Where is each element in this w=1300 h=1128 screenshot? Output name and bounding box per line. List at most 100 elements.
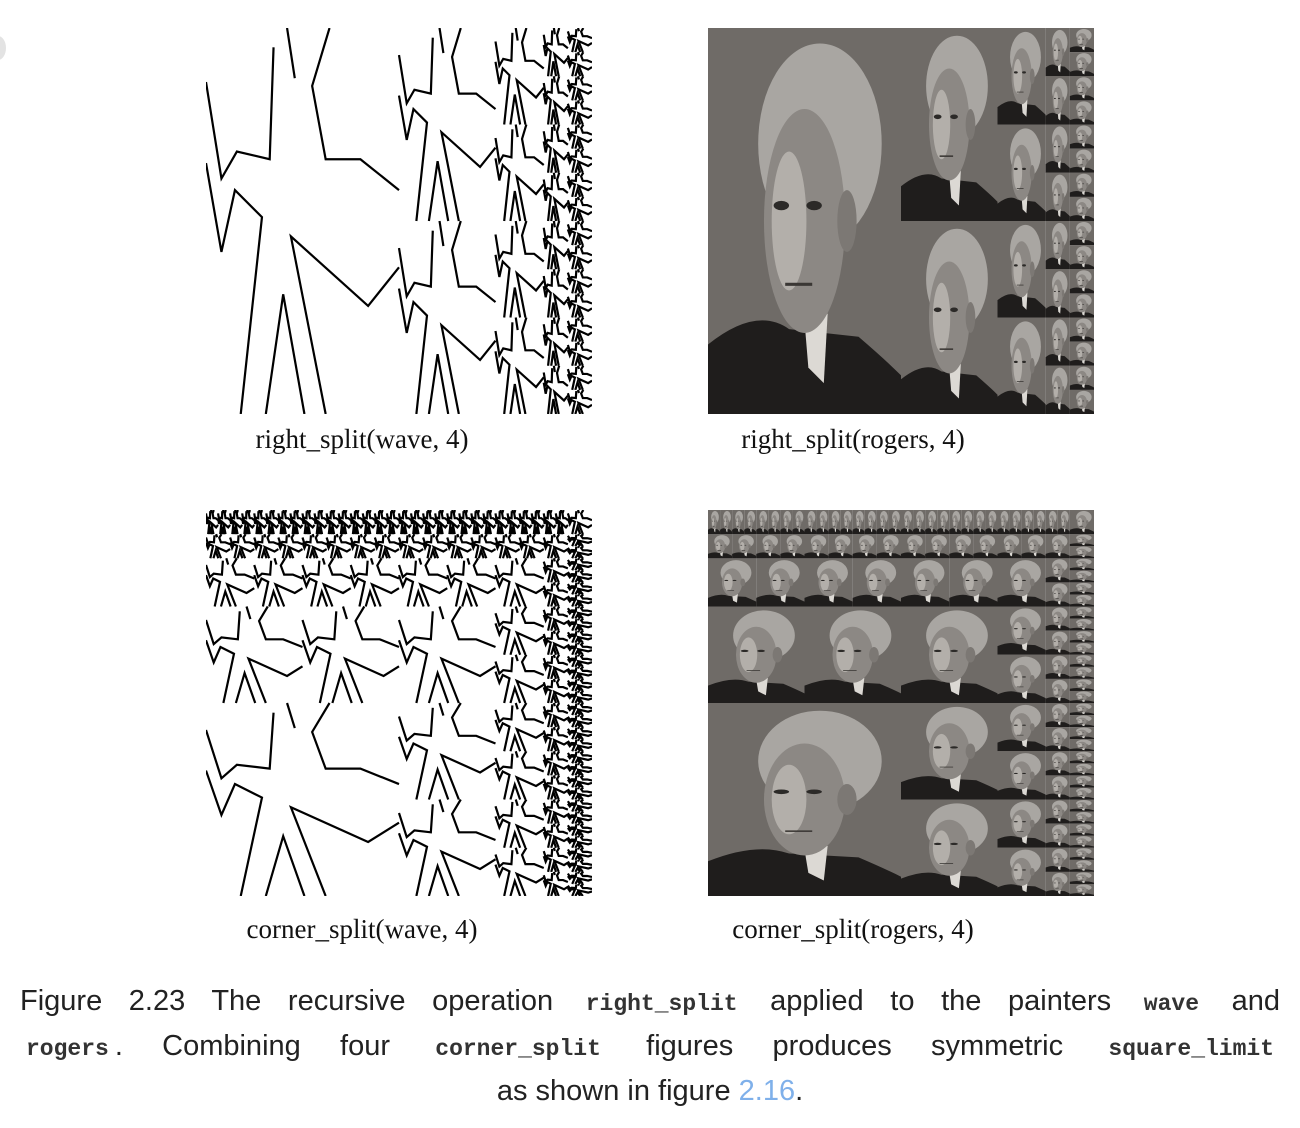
portrait-eye <box>1082 135 1085 136</box>
portrait-coat <box>1069 712 1094 716</box>
wave-stroke <box>211 510 219 521</box>
wave-stroke <box>528 545 545 559</box>
portrait-ear <box>1086 804 1089 807</box>
portrait-eye <box>950 307 958 313</box>
portrait-coat <box>901 367 998 414</box>
portrait-eye <box>724 579 729 582</box>
wave-stroke <box>550 547 558 559</box>
corner_split-wave-group <box>206 510 592 896</box>
portrait-eye <box>773 789 790 795</box>
wave-stroke <box>381 547 389 559</box>
portrait-highlight <box>1053 284 1059 303</box>
portrait-coat <box>1069 335 1094 342</box>
rogers-portrait <box>1045 871 1070 896</box>
portrait-eye <box>1082 183 1085 185</box>
portrait-highlight <box>739 637 758 673</box>
wave-stroke <box>575 683 592 692</box>
wave-stroke <box>518 542 528 559</box>
wave-stroke <box>429 547 437 559</box>
portrait-coat <box>828 528 841 535</box>
wave-stroke <box>576 28 581 32</box>
rogers-portrait <box>1069 570 1094 583</box>
wave-stroke <box>579 871 592 879</box>
portrait-eye <box>1013 264 1018 267</box>
wave-stroke <box>494 511 501 523</box>
portrait-coat <box>1069 567 1094 571</box>
wave-stroke <box>534 526 539 535</box>
portrait-coat <box>792 528 805 535</box>
wave-stroke <box>289 233 400 414</box>
wave-stroke <box>566 703 578 710</box>
rogers-portrait <box>708 558 757 607</box>
wave-stroke <box>337 517 344 535</box>
wave-stroke <box>555 317 569 339</box>
wave-stroke <box>494 158 511 222</box>
figure-reference-link[interactable]: 2.16 <box>738 1075 796 1107</box>
rogers-portrait <box>828 510 841 535</box>
portrait-highlight <box>1029 541 1034 551</box>
wave-stroke <box>566 29 578 40</box>
wave-stroke <box>577 750 580 754</box>
wave-stroke <box>574 65 582 77</box>
portrait-eye <box>1022 264 1026 267</box>
portrait-eye <box>1078 255 1081 257</box>
portrait-eye <box>950 114 958 120</box>
portrait-eye <box>943 520 945 522</box>
wave-stroke <box>552 834 569 849</box>
wave-stroke <box>483 533 496 546</box>
portrait-coat <box>901 174 998 221</box>
portrait-ear <box>1086 62 1089 67</box>
wave-stroke <box>566 848 578 854</box>
portrait-ear <box>1086 756 1089 759</box>
wave-stroke <box>301 574 318 607</box>
panel-right-split-wave <box>206 28 592 414</box>
wave-stroke <box>575 611 592 620</box>
rogers-portrait <box>1045 775 1070 800</box>
wave-stroke <box>542 141 552 173</box>
portrait-eye <box>844 520 846 522</box>
portrait-eye <box>716 544 719 546</box>
portrait-highlight <box>908 541 914 551</box>
portrait-highlight <box>880 517 884 527</box>
wave-stroke <box>574 697 582 704</box>
wave-stroke <box>577 557 580 561</box>
portrait-coat <box>913 528 926 535</box>
wave-stroke <box>277 542 287 559</box>
wave-stroke <box>566 643 578 649</box>
portrait-ear <box>885 578 890 587</box>
portrait-highlight <box>788 541 793 551</box>
portrait-coat <box>1069 808 1094 812</box>
portrait-eye <box>1058 593 1060 594</box>
wave-stroke <box>500 510 509 521</box>
portrait-highlight <box>1025 517 1028 527</box>
portrait-ear <box>1061 241 1065 249</box>
wave-stroke <box>542 189 552 222</box>
wave-stroke <box>575 550 592 559</box>
wave-stroke <box>383 545 400 559</box>
portrait-coat <box>901 594 950 607</box>
wave-stroke <box>369 582 400 607</box>
wave-stroke <box>206 517 211 535</box>
wave-stroke <box>514 823 545 849</box>
wave-stroke <box>577 605 580 609</box>
portrait-eye <box>917 520 919 522</box>
wave-stroke <box>552 858 569 873</box>
portrait-ear <box>993 520 995 524</box>
wave-stroke <box>416 510 424 521</box>
portrait-mouth <box>872 590 879 591</box>
portrait-highlight <box>1013 670 1023 688</box>
wave-stroke <box>241 517 247 535</box>
portrait-eye <box>967 520 969 522</box>
portrait-ear <box>1005 520 1007 524</box>
portrait-highlight <box>1077 276 1083 286</box>
wave-stroke <box>577 569 580 573</box>
portrait-coat <box>1069 772 1094 776</box>
wave-stroke <box>542 92 552 125</box>
rogers-portrait <box>937 510 950 535</box>
wave-stroke <box>574 636 582 644</box>
portrait-highlight <box>1077 517 1083 527</box>
wave-stroke <box>397 574 415 607</box>
portrait-eye <box>937 544 940 546</box>
portrait-mouth <box>727 590 735 591</box>
portrait-mouth <box>775 590 783 591</box>
